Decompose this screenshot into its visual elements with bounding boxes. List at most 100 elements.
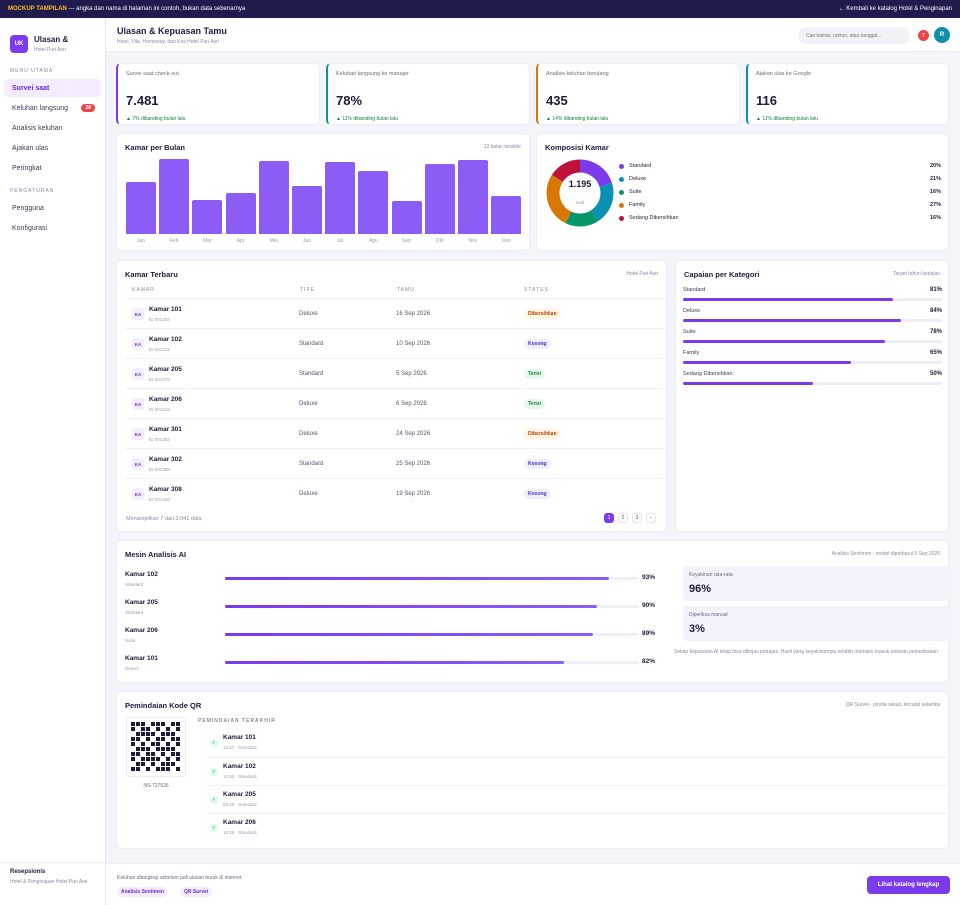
qr-module <box>176 752 180 756</box>
status-badge: Kosong <box>524 459 551 469</box>
room-id: ID 001352 <box>149 437 170 442</box>
ai-score-percent: 90% <box>641 602 655 609</box>
room-initial-badge: KA <box>132 308 144 320</box>
confidence-label: Keyakinan rata-rata <box>689 572 733 578</box>
notification-badge[interactable]: 7 <box>918 30 929 41</box>
x-tick-label: Nov <box>468 238 478 244</box>
qr-module <box>141 757 145 761</box>
donut-slice <box>546 159 614 227</box>
ai-score-percent: 82% <box>641 658 655 665</box>
sidebar-item-konfigurasi[interactable]: Konfigurasi <box>4 219 101 237</box>
category-percent: 84% <box>929 308 942 314</box>
chart-bar <box>126 181 156 234</box>
scan-item[interactable]: ✓ Kamar 102 12.53 · Standard <box>206 757 949 785</box>
category-progress-fill <box>683 319 901 322</box>
qr-module <box>131 757 135 761</box>
legend-item: Standard 20% <box>619 161 941 171</box>
table-row[interactable]: KA Kamar 205 ID 001278 Standard 5 Sep 2026 Te… <box>125 358 668 388</box>
qr-code[interactable] <box>126 717 186 777</box>
scan-room-name: Kamar 205 <box>223 791 256 798</box>
qr-module <box>171 747 175 751</box>
sidebar-item-label: Pengguna <box>12 204 44 212</box>
ai-room-type: Suite <box>125 638 136 643</box>
sidebar-item-survei[interactable]: Survei saat <box>4 79 101 97</box>
qr-module <box>161 737 165 741</box>
qr-module <box>151 757 155 761</box>
category-progress-fill <box>683 361 852 364</box>
sidebar: UK Ulasan & Hotel Puri Asri MENU UTAMA Su… <box>0 18 106 905</box>
status-badge: Terisi <box>524 399 545 409</box>
view-catalog-button[interactable]: Lihat katalog lengkap <box>867 876 950 894</box>
section-main-label: MENU UTAMA <box>10 68 54 74</box>
table-row[interactable]: KA Kamar 206 ID 001315 Deluxe 6 Sep 2026 Teri… <box>125 388 668 418</box>
qr-module <box>136 767 140 771</box>
donut-chart <box>546 159 614 227</box>
column-header: KAMAR <box>132 287 155 293</box>
qr-module <box>171 737 175 741</box>
scan-item[interactable]: ✓ Kamar 205 09.20 · Standard <box>206 785 949 813</box>
category-title: Capaian per Kategori <box>684 270 760 279</box>
qr-module <box>151 722 155 726</box>
page-3-button[interactable]: 3 <box>632 513 642 523</box>
scan-item[interactable]: ✓ Kamar 101 12.47 · Standard <box>206 729 949 757</box>
stat-card-survei: Survei saat check-out 7.481 ▲ 7% dibandi… <box>116 63 320 125</box>
qr-module <box>146 737 150 741</box>
table-row[interactable]: KA Kamar 101 ID 001204 Deluxe 16 Sep 2026 Dib… <box>125 298 668 328</box>
confidence-box: Keyakinan rata-rata 96% <box>683 566 950 601</box>
search-input[interactable] <box>798 27 910 44</box>
qr-module <box>146 757 150 761</box>
qr-module <box>176 742 180 746</box>
brand-subtitle: Hotel Puri Asri <box>34 47 66 53</box>
room-id: ID 001389 <box>149 467 170 472</box>
sidebar-item-label: Keluhan langsung <box>12 104 69 112</box>
page-title: Ulasan & Kepuasan Tamu <box>117 26 227 36</box>
ai-title: Mesin Analisis AI <box>125 550 187 559</box>
table-row[interactable]: KA Kamar 301 ID 001352 Deluxe 24 Sep 2026 Dib… <box>125 418 668 448</box>
chart-bar <box>225 192 256 234</box>
scan-detail: 12.53 · Standard <box>223 774 257 779</box>
next-page-button[interactable]: › <box>646 513 656 523</box>
table-row[interactable]: KA Kamar 308 ID 001426 Deluxe 19 Sep 2026 Kos… <box>125 478 668 508</box>
qr-module <box>151 752 155 756</box>
scan-detail: 10.25 · Standard <box>223 830 257 835</box>
qr-module <box>136 732 140 736</box>
sidebar-item-keluhan[interactable]: Keluhan langsung 28 <box>4 99 101 117</box>
status-badge: Kosong <box>524 339 551 349</box>
stat-delta: ▲ 14% dibanding bulan lalu <box>546 116 609 122</box>
qr-module <box>151 732 155 736</box>
check-icon: ✓ <box>210 739 218 747</box>
chart-note: 12 bulan terakhir <box>483 144 521 150</box>
qr-module <box>176 767 180 771</box>
legend-swatch <box>619 202 624 208</box>
room-name: Kamar 101 <box>149 306 182 313</box>
scan-item[interactable]: ✓ Kamar 206 10.25 · Standard <box>206 813 949 841</box>
ai-score-fill <box>225 633 593 636</box>
avatar[interactable]: R <box>934 27 950 43</box>
ai-score-fill <box>225 661 564 664</box>
qr-module <box>171 722 175 726</box>
ai-room-type: Standard <box>125 610 144 615</box>
qr-module <box>141 727 145 731</box>
qr-module <box>146 747 150 751</box>
footer-text: Keluhan ditangkap sebelum jadi ulasan bu… <box>117 875 243 881</box>
stat-value: 116 <box>756 93 777 108</box>
room-type: Standard <box>299 461 324 467</box>
page-header: Ulasan & Kepuasan Tamu Hotel, Vila, Home… <box>106 18 960 52</box>
mockup-tag: MOCKUP TAMPILAN <box>8 6 67 12</box>
table-row[interactable]: KA Kamar 102 ID 001241 Standard 10 Sep 2026 K… <box>125 328 668 358</box>
x-tick-label: Okt <box>435 238 444 244</box>
legend-item: Deluxe 21% <box>619 174 941 184</box>
back-to-catalog-link[interactable]: ← Kembali ke katalog Hotel & Penginapan <box>838 6 952 12</box>
legend-swatch <box>619 163 624 169</box>
x-tick-label: Mar <box>203 238 212 244</box>
sidebar-item-peringkat[interactable]: Peringkat <box>4 159 101 177</box>
table-row[interactable]: KA Kamar 302 ID 001389 Standard 25 Sep 2026 K… <box>125 448 668 478</box>
page-1-button[interactable]: 1 <box>604 513 614 523</box>
chart-bar <box>458 159 488 234</box>
feature-tag: QR Survei <box>180 887 213 897</box>
sidebar-item-pengguna[interactable]: Pengguna <box>4 199 101 217</box>
page-2-button[interactable]: 2 <box>618 513 628 523</box>
sidebar-item-analisis[interactable]: Analisis keluhan <box>4 119 101 137</box>
sidebar-item-ajakan[interactable]: Ajakan ulas <box>4 139 101 157</box>
stat-delta: ▲ 11% dibanding bulan lalu <box>756 116 818 122</box>
